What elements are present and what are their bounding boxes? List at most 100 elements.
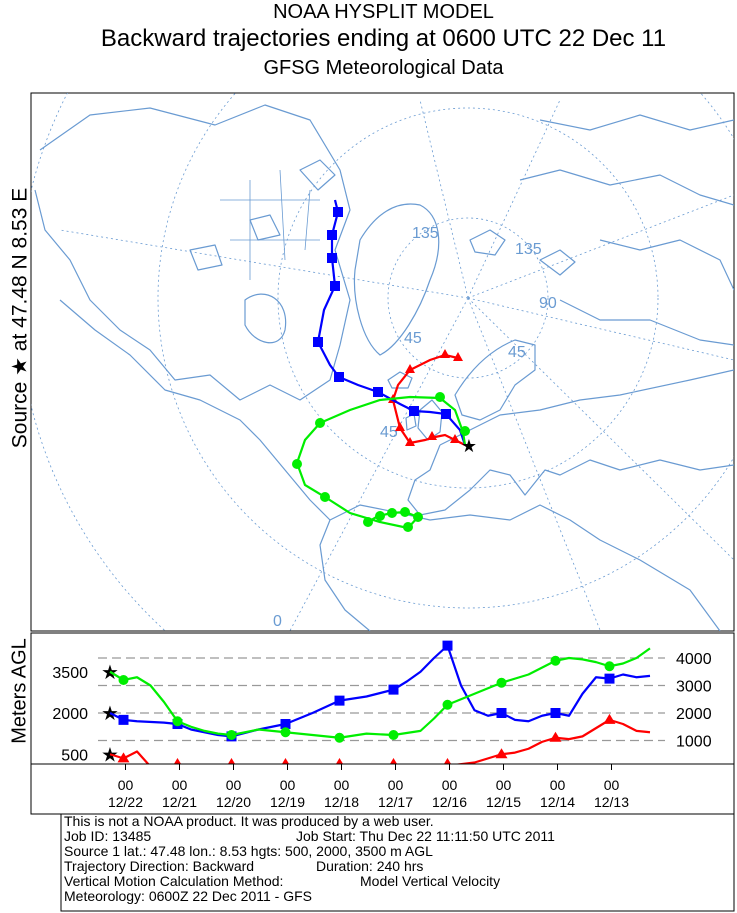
- square-marker: [496, 708, 507, 718]
- info-frame: [60, 813, 735, 912]
- triangle-marker: [549, 731, 562, 742]
- left-axis-label: 500: [61, 747, 88, 764]
- square-marker: [334, 695, 345, 706]
- circle-marker: [442, 699, 453, 710]
- height-series: [109, 640, 651, 764]
- red-triangle-marker: [440, 349, 450, 358]
- right-axis-label: 4000: [676, 651, 712, 668]
- duration: Duration: 240 hrs: [316, 858, 424, 874]
- x-hour-label: 00: [388, 777, 404, 793]
- x-date-label: 12/17: [378, 794, 413, 810]
- x-hour-label: 00: [604, 777, 620, 793]
- red-triangle-marker: [450, 434, 460, 443]
- left-axis-label: 3500: [52, 665, 88, 682]
- square-marker: [388, 684, 399, 695]
- graticule-label: 135: [412, 225, 439, 242]
- square-marker: [550, 708, 561, 718]
- graticule-label: 0: [273, 613, 282, 630]
- graticule-label: 45: [380, 424, 398, 441]
- square-marker: [118, 714, 129, 725]
- x-date-label: 12/14: [540, 794, 575, 810]
- green-circle-marker: [413, 512, 423, 522]
- square-marker: [280, 719, 291, 729]
- x-date-label: 12/13: [594, 794, 629, 810]
- trajectory-3500m: [292, 392, 470, 532]
- x-hour-label: 00: [226, 777, 242, 793]
- green-circle-marker: [435, 392, 445, 402]
- map-frame: [30, 92, 735, 632]
- circle-marker: [388, 730, 399, 740]
- circle-marker: [226, 730, 237, 740]
- blue-square-marker: [409, 406, 419, 416]
- blue-square-marker: [330, 281, 340, 291]
- blue-square-marker: [333, 207, 343, 217]
- time-axis-frame: [30, 763, 735, 815]
- circle-marker: [334, 732, 345, 743]
- x-hour-label: 00: [118, 777, 134, 793]
- time-axis-ticks: 0012/220012/210012/200012/190012/180012/…: [108, 764, 629, 810]
- circle-marker: [604, 661, 615, 672]
- red-triangle-marker: [405, 364, 415, 373]
- x-hour-label: 00: [496, 777, 512, 793]
- triangle-marker: [335, 758, 344, 764]
- green-circle-marker: [403, 522, 413, 532]
- triangle-marker: [443, 758, 452, 764]
- triangle-marker: [227, 758, 236, 764]
- green-circle-marker: [460, 426, 470, 436]
- graticule: [31, 93, 734, 631]
- chart-frame: [30, 632, 735, 765]
- red-triangle-marker: [427, 431, 437, 440]
- job-start: Job Start: Thu Dec 22 11:11:50 UTC 2011: [296, 828, 555, 844]
- chart-gridlines: [98, 657, 665, 742]
- series-3500m: [109, 647, 651, 743]
- vertical-motion-method: Vertical Motion Calculation Method:: [64, 873, 284, 889]
- left-axis-labels: 3500 2000 500: [52, 665, 88, 765]
- x-date-label: 12/22: [108, 794, 143, 810]
- trajectory-map: 135 135 90 45 45 45 0: [30, 92, 735, 632]
- red-triangle-marker: [453, 352, 463, 361]
- x-date-label: 12/21: [162, 794, 197, 810]
- vertical-motion-value: Model Vertical Velocity: [360, 873, 501, 889]
- x-date-label: 12/19: [270, 794, 305, 810]
- x-hour-label: 00: [550, 777, 566, 793]
- circle-marker: [280, 727, 291, 738]
- green-circle-marker: [315, 418, 325, 428]
- trajectory-direction: Trajectory Direction: Backward: [64, 858, 255, 874]
- disclaimer: This is not a NOAA product. It was produ…: [64, 813, 434, 829]
- triangle-marker: [389, 758, 398, 764]
- blue-square-marker: [327, 253, 337, 263]
- triangle-marker: [173, 758, 182, 764]
- blue-square-marker: [373, 387, 383, 397]
- graticule-label: 45: [404, 330, 422, 347]
- x-hour-label: 00: [334, 777, 350, 793]
- right-axis-labels: 4000 3000 2000 1000: [676, 651, 712, 751]
- meteorology-info: Meteorology: 0600Z 22 Dec 2011 - GFS: [64, 888, 312, 904]
- source-info: Source 1 lat.: 47.48 lon.: 8.53 hgts: 50…: [64, 843, 433, 859]
- right-axis-label: 2000: [676, 706, 712, 723]
- x-date-label: 12/15: [486, 794, 521, 810]
- circle-marker: [172, 716, 183, 727]
- triangle-marker: [495, 748, 508, 759]
- graticule-label: 135: [515, 241, 542, 258]
- series-line: [109, 718, 651, 764]
- x-hour-label: 00: [442, 777, 458, 793]
- blue-square-marker: [327, 230, 337, 240]
- x-hour-label: 00: [280, 777, 296, 793]
- x-date-label: 12/18: [324, 794, 359, 810]
- left-axis-label: 2000: [52, 706, 88, 723]
- circle-marker: [550, 655, 561, 666]
- green-circle-marker: [320, 492, 330, 502]
- run-info-panel: This is not a NOAA product. It was produ…: [64, 814, 736, 904]
- job-id: Job ID: 13485: [64, 828, 152, 844]
- trajectory-2000m: [313, 199, 467, 446]
- circle-marker: [496, 677, 507, 688]
- blue-square-marker: [441, 409, 451, 419]
- square-marker: [604, 673, 615, 684]
- triangle-marker: [603, 713, 616, 724]
- graticule-label: 90: [539, 295, 557, 312]
- triangle-marker: [117, 752, 130, 763]
- trajectory-title: Backward trajectories ending at 0600 UTC…: [100, 25, 667, 52]
- green-circle-marker: [400, 507, 410, 517]
- series-line: [109, 644, 651, 738]
